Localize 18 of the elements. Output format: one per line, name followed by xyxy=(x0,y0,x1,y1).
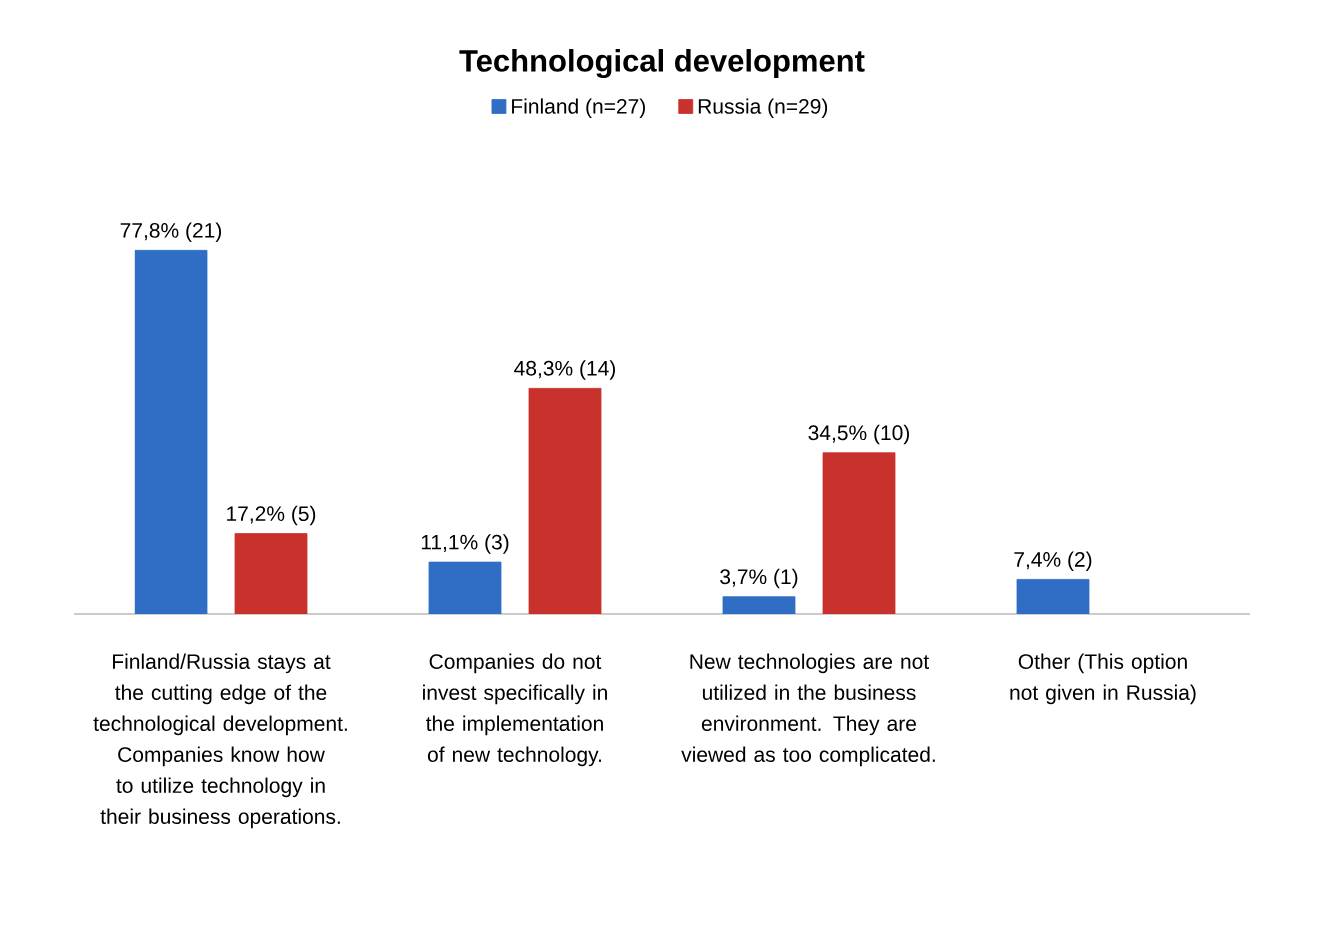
bar xyxy=(722,596,796,614)
data-label: 17,2% (5) xyxy=(227,505,316,526)
x-tick-label: Other (This option not given in Russia) xyxy=(1010,653,1196,705)
legend-label: Russia (n=29) xyxy=(698,98,828,118)
x-tick-label: New technologies are not utilized in the business environment. They are viewed as too complicated. xyxy=(681,653,935,767)
x-tick-label: Finland/Russia stays at the cutting edge of the technological development. Companies know how to utilize technology in their business operations. xyxy=(93,653,347,829)
data-label: 34,5% (10) xyxy=(808,424,910,445)
bar xyxy=(1016,579,1090,614)
chart-title: Technological development xyxy=(459,49,865,79)
bar xyxy=(428,561,502,614)
data-label: 3,7% (1) xyxy=(720,568,798,589)
data-label: 77,8% (21) xyxy=(120,222,222,242)
data-label: 11,1% (3) xyxy=(421,534,509,554)
data-label: 7,4% (2) xyxy=(1014,551,1092,572)
data-label: 48,3% (14) xyxy=(514,360,616,380)
bar xyxy=(134,249,208,614)
legend-label: Finland (n=27) xyxy=(512,98,645,118)
x-tick-label: Companies do not invest specifically in the implementation of new technology. xyxy=(423,653,607,767)
